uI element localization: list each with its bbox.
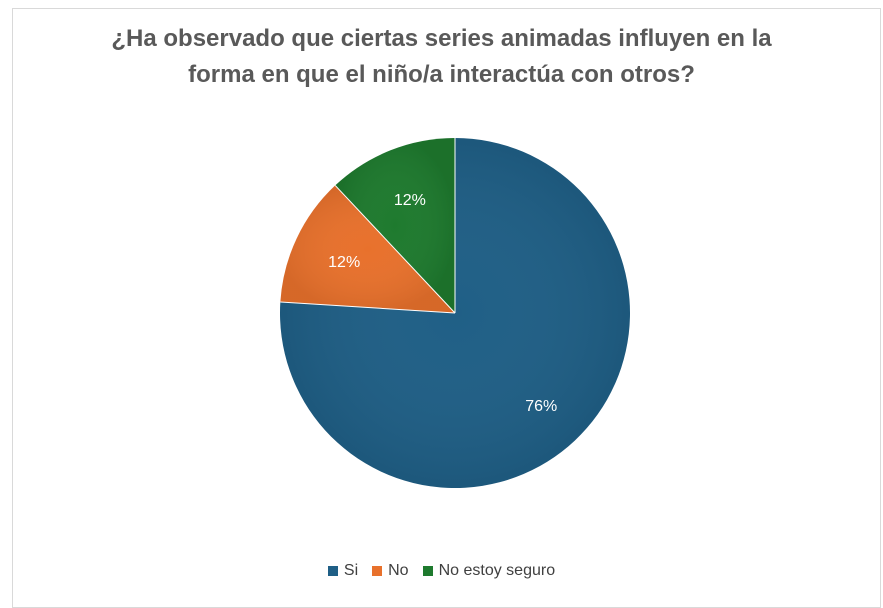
data-label-no: 12%	[328, 254, 360, 271]
legend-swatch-no	[372, 566, 383, 576]
data-label-no-estoy-seguro: 12%	[394, 192, 426, 209]
data-label-si: 76%	[525, 398, 557, 415]
legend-swatch-si	[327, 566, 338, 576]
slice-separator	[334, 185, 456, 314]
chart-title-line-1: ¿Ha observado que ciertas series animada…	[111, 25, 772, 52]
pie-slice-shade-no	[280, 185, 455, 313]
chart-title-line-2: forma en que el niño/a interactúa con ot…	[188, 61, 695, 88]
legend-item-no-estoy-seguro: No estoy seguro	[422, 562, 556, 580]
legend-swatch-no-estoy-seguro	[422, 566, 433, 576]
chart-title: ¿Ha observado que ciertas series animada…	[0, 21, 883, 93]
slice-separator	[280, 301, 456, 314]
legend-item-no: No	[372, 562, 409, 580]
legend-label-si: Si	[343, 562, 359, 579]
legend-label-no: No	[388, 562, 409, 579]
legend-item-si: Si	[327, 562, 359, 580]
legend-label-no-estoy-seguro: No estoy seguro	[438, 562, 556, 579]
pie-slice-shade-no-estoy-seguro	[335, 138, 455, 313]
legend: Si No No estoy seguro	[0, 562, 883, 580]
